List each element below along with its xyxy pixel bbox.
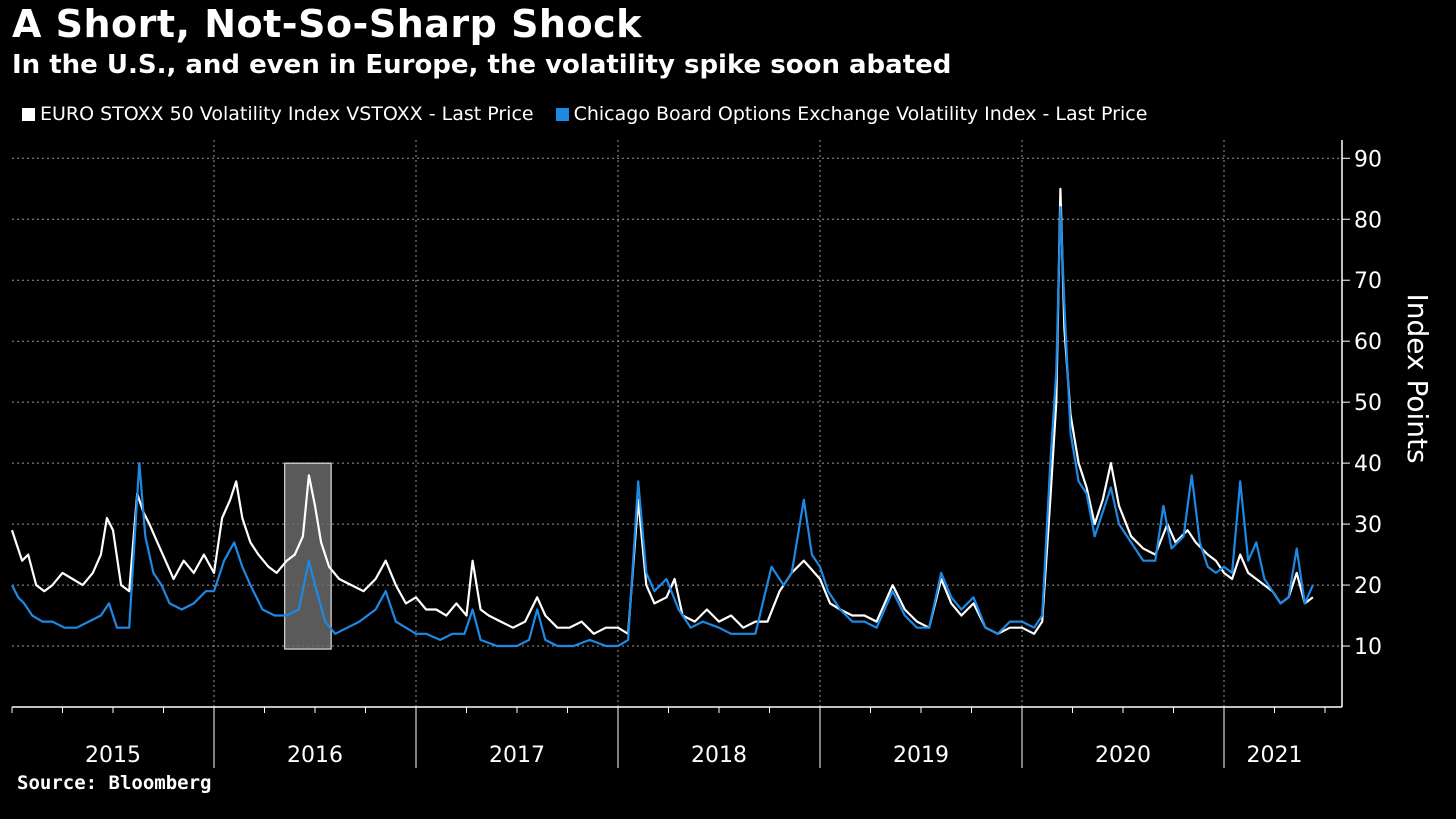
x-tick-label-2018: 2018 <box>691 743 747 768</box>
y-tick-label-80: 80 <box>1354 208 1382 233</box>
x-tick-label-2021: 2021 <box>1247 743 1303 768</box>
x-tick-label-2017: 2017 <box>489 743 545 768</box>
y-tick-label-60: 60 <box>1354 330 1382 355</box>
legend-label-vix: Chicago Board Options Exchange Volatilit… <box>573 103 1148 125</box>
y-tick-label-70: 70 <box>1354 269 1382 294</box>
legend: EURO STOXX 50 Volatility Index VSTOXX - … <box>22 103 1169 125</box>
legend-item-vstoxx: EURO STOXX 50 Volatility Index VSTOXX - … <box>22 103 534 125</box>
legend-swatch-vstoxx <box>22 107 35 121</box>
x-tick-label-2019: 2019 <box>893 743 949 768</box>
chart-title: A Short, Not-So-Sharp Shock <box>12 2 642 46</box>
x-tick-label-2015: 2015 <box>85 743 141 768</box>
x-tick-label-2016: 2016 <box>287 743 343 768</box>
series-line-vix <box>11 206 1314 648</box>
x-tick-label-2020: 2020 <box>1095 743 1151 768</box>
source-note: Source: Bloomberg <box>17 772 212 794</box>
y-tick-label-40: 40 <box>1354 452 1382 477</box>
y-tick-label-90: 90 <box>1354 147 1382 172</box>
legend-item-vix: Chicago Board Options Exchange Volatilit… <box>555 103 1148 125</box>
y-tick-label-30: 30 <box>1354 513 1382 538</box>
legend-swatch-vix <box>555 107 569 121</box>
y-axis-label: Index Points <box>1401 294 1434 464</box>
y-tick-label-50: 50 <box>1354 391 1382 416</box>
y-tick-label-10: 10 <box>1354 635 1382 660</box>
y-tick-label-20: 20 <box>1354 574 1382 599</box>
legend-label-vstoxx: EURO STOXX 50 Volatility Index VSTOXX - … <box>40 103 534 125</box>
series-line-vstoxx <box>10 187 1314 635</box>
chart-subtitle: In the U.S., and even in Europe, the vol… <box>12 50 952 80</box>
